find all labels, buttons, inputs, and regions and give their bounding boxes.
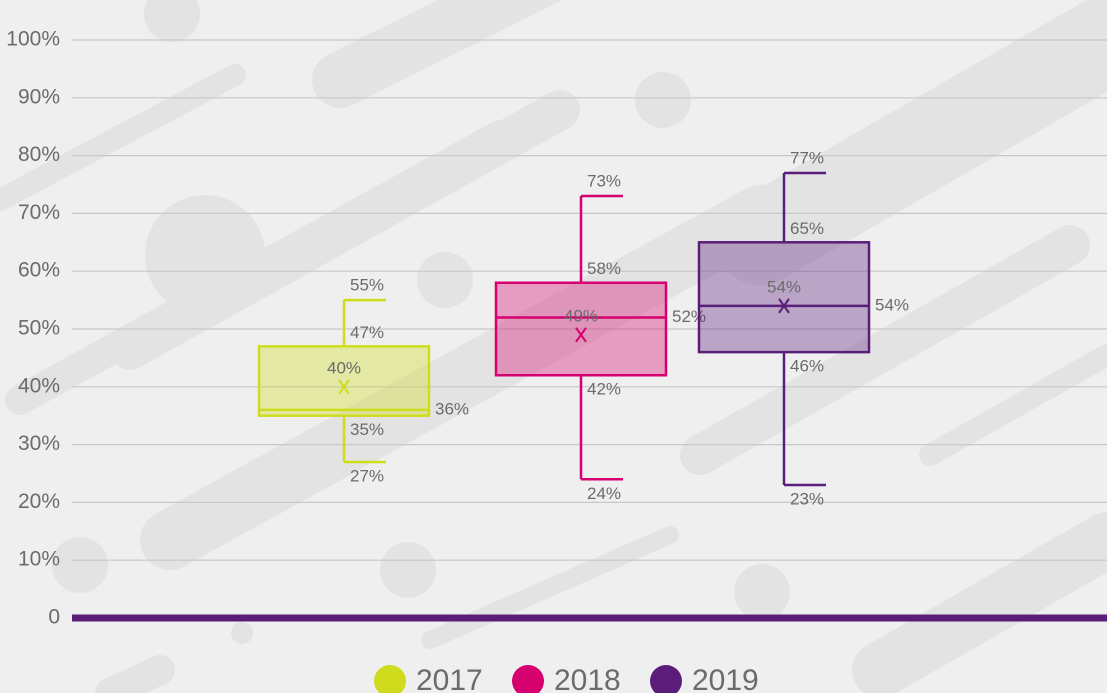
value-label: 73% bbox=[587, 172, 621, 191]
value-label: 36% bbox=[435, 399, 469, 418]
y-tick-label: 20% bbox=[18, 490, 60, 513]
chart: 0 10% 20% 30% 40% 50% 60% 70% 80% 90% 100% 55% 47% 35… bbox=[0, 0, 1107, 693]
y-tick-label: 60% bbox=[18, 259, 60, 282]
value-label: 27% bbox=[350, 466, 384, 485]
value-label: 65% bbox=[790, 219, 824, 238]
legend-swatch bbox=[650, 665, 682, 693]
value-label: 23% bbox=[790, 490, 824, 509]
y-tick-label: 100% bbox=[6, 28, 60, 51]
legend-label: 2018 bbox=[554, 664, 621, 693]
y-tick-label: 10% bbox=[18, 548, 60, 571]
value-label: 49% bbox=[564, 306, 598, 325]
y-tick-label: 80% bbox=[18, 143, 60, 166]
legend-label: 2019 bbox=[692, 664, 759, 693]
value-label: 24% bbox=[587, 484, 621, 503]
value-label: 46% bbox=[790, 357, 824, 376]
y-tick-label: 70% bbox=[18, 201, 60, 224]
value-label: 40% bbox=[327, 358, 361, 377]
y-tick-label: 0 bbox=[48, 606, 60, 629]
box bbox=[496, 283, 666, 375]
y-tick-label: 50% bbox=[18, 317, 60, 340]
legend-swatch bbox=[512, 665, 544, 693]
value-label: 54% bbox=[767, 277, 801, 296]
value-label: 55% bbox=[350, 276, 384, 295]
value-label: 54% bbox=[875, 295, 909, 314]
value-label: 47% bbox=[350, 323, 384, 342]
box bbox=[699, 242, 869, 352]
y-tick-label: 40% bbox=[18, 374, 60, 397]
value-label: 77% bbox=[790, 148, 824, 167]
legend-swatch bbox=[374, 665, 406, 693]
box bbox=[259, 346, 429, 415]
y-tick-label: 30% bbox=[18, 432, 60, 455]
y-tick-label: 90% bbox=[18, 85, 60, 108]
value-label: 42% bbox=[587, 380, 621, 399]
legend-label: 2017 bbox=[416, 664, 483, 693]
value-label: 35% bbox=[350, 420, 384, 439]
value-label: 58% bbox=[587, 259, 621, 278]
